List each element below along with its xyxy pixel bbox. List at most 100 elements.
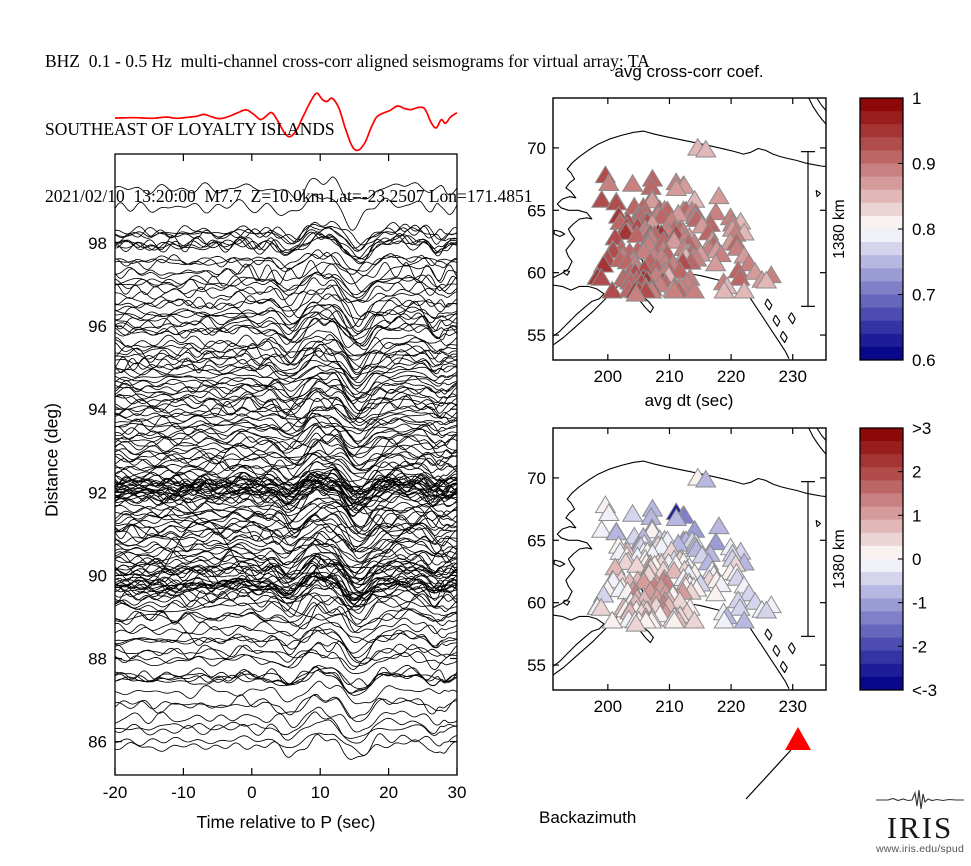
map-scale-bar: 1380 km [801, 481, 848, 637]
trace [115, 284, 457, 328]
station-triangle [733, 610, 755, 629]
trace [115, 426, 457, 456]
trace [115, 576, 457, 608]
trace [115, 507, 457, 537]
trace [115, 385, 457, 411]
svg-text:65: 65 [527, 201, 546, 220]
trace [115, 602, 457, 633]
trace [115, 604, 457, 628]
station-triangle [704, 583, 727, 602]
station-triangle [601, 280, 624, 299]
svg-text:65: 65 [527, 531, 546, 550]
trace [115, 232, 457, 260]
trace [115, 234, 457, 260]
station-triangle [605, 192, 628, 211]
map-avg-dt: 1380 km 200 210 220 230 70 65 60 55 [527, 427, 848, 716]
station-triangle [625, 613, 647, 632]
svg-text:96: 96 [88, 317, 107, 336]
trace [115, 520, 457, 551]
trace [115, 394, 457, 423]
station-triangle [695, 139, 717, 158]
trace [115, 359, 457, 379]
svg-text:55: 55 [527, 326, 546, 345]
trace [115, 640, 457, 664]
trace [115, 479, 457, 505]
svg-text:220: 220 [717, 367, 745, 386]
svg-text:210: 210 [655, 697, 683, 716]
station-triangle [708, 516, 730, 535]
svg-text:<-3: <-3 [912, 681, 937, 700]
trace [115, 613, 457, 644]
trace [115, 523, 457, 553]
trace [115, 232, 457, 263]
trace [115, 271, 457, 301]
svg-text:90: 90 [88, 566, 107, 585]
trace [115, 693, 457, 722]
trace [115, 371, 457, 394]
trace [115, 284, 457, 307]
trace [115, 514, 457, 542]
trace [115, 249, 457, 272]
backazimuth-arrow-line [745, 749, 792, 800]
svg-text:30: 30 [448, 783, 467, 802]
trace [115, 273, 457, 299]
seismogram-panel: -20 -10 0 10 20 30 98 96 94 92 90 88 86 [88, 92, 467, 802]
svg-text:92: 92 [88, 483, 107, 502]
trace [115, 538, 457, 563]
trace [115, 334, 457, 361]
svg-text:230: 230 [779, 697, 807, 716]
trace [115, 260, 457, 285]
trace [115, 571, 457, 597]
trace [115, 347, 457, 384]
station-triangle [590, 267, 612, 286]
trace [115, 354, 457, 387]
trace [115, 224, 457, 246]
svg-text:-20: -20 [103, 783, 128, 802]
trace [115, 505, 457, 535]
backazimuth-arrow-group [745, 727, 811, 800]
trace [115, 318, 457, 347]
station-triangle [598, 503, 620, 521]
trace [115, 439, 457, 467]
svg-text:210: 210 [655, 367, 683, 386]
station-triangle [713, 280, 735, 299]
svg-text:0: 0 [247, 783, 256, 802]
station-triangle [665, 508, 688, 526]
station-triangle [729, 267, 751, 286]
trace [115, 568, 457, 594]
station-triangle [733, 280, 755, 299]
trace [115, 406, 457, 426]
station-triangle [665, 178, 688, 196]
svg-text:55: 55 [527, 656, 546, 675]
seismogram-axes: -20 -10 0 10 20 30 98 96 94 92 90 88 86 [88, 153, 467, 802]
map-axes: 200 210 220 230 70 65 60 55 [527, 97, 827, 386]
trace [115, 577, 457, 621]
station-triangle [625, 283, 647, 302]
trace [115, 473, 457, 495]
trace [115, 470, 457, 496]
trace [115, 437, 457, 466]
trace [115, 732, 457, 756]
station-triangle [621, 173, 644, 192]
stack-trace [115, 92, 458, 152]
svg-text:98: 98 [88, 234, 107, 253]
map-scale-bar: 1380 km [801, 151, 848, 307]
trace [115, 433, 457, 459]
trace [115, 563, 457, 593]
trace [115, 231, 457, 260]
trace [115, 293, 457, 319]
trace [115, 592, 457, 621]
trace [115, 347, 457, 381]
station-triangle [590, 597, 612, 616]
trace [115, 387, 457, 415]
station-triangle [663, 280, 685, 299]
svg-text:86: 86 [88, 733, 107, 752]
trace [115, 513, 457, 532]
station-triangle [590, 519, 613, 538]
trace [115, 424, 457, 448]
trace [115, 680, 457, 705]
station-triangle [713, 610, 735, 629]
svg-text:70: 70 [527, 139, 546, 158]
